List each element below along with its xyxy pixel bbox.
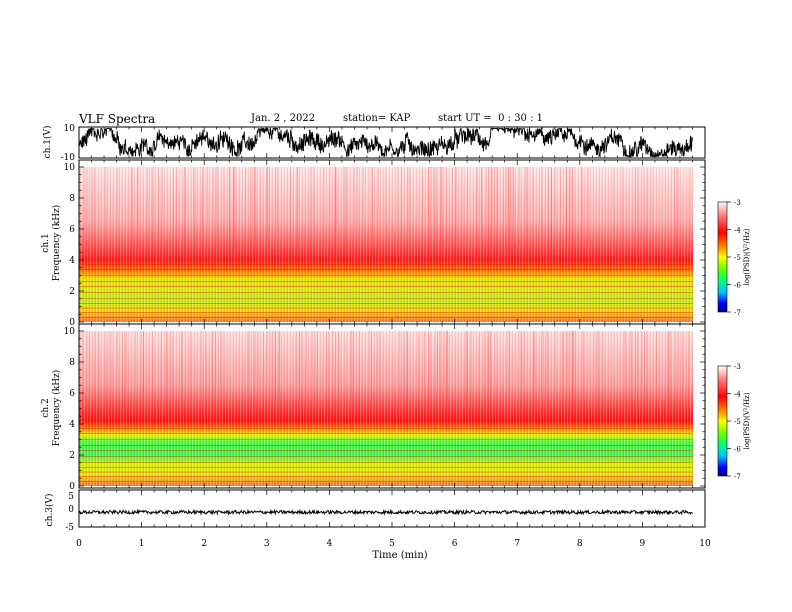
wave1-ytick-bottom: -10 xyxy=(61,153,76,163)
y-tick-label: 10 xyxy=(64,327,76,337)
y-tick-label: 4 xyxy=(69,256,75,266)
spec2-ylabel-channel: ch.2 xyxy=(41,398,51,417)
y-tick-label: 8 xyxy=(69,194,75,204)
y-tick-label: 2 xyxy=(69,287,75,297)
x-tick-label: 2 xyxy=(201,539,207,549)
waveform-ch3-series xyxy=(78,508,693,516)
colorbar-tick-label: -5 xyxy=(734,418,741,426)
y-tick-label: 6 xyxy=(69,389,75,399)
colorbar-tick-label: -5 xyxy=(734,254,741,262)
colorbar-tick-label: -7 xyxy=(734,309,741,317)
x-tick-label: 10 xyxy=(699,539,711,549)
wave3-xticks xyxy=(78,490,706,527)
spec1-ylabel: Frequency (kHz) xyxy=(51,205,62,282)
x-tick-label: 7 xyxy=(514,539,520,549)
colorbar-tick-label: -4 xyxy=(734,391,741,399)
spectrogram-ch2-harmonics xyxy=(79,331,693,482)
wave1-ytick-top: 10 xyxy=(64,124,76,134)
y-tick-label: 8 xyxy=(69,358,75,368)
colorbar-ch1 xyxy=(717,201,728,313)
wave3-ytick-5: 5 xyxy=(68,492,74,502)
waveform-ch1-series xyxy=(78,126,693,158)
x-tick-label: 5 xyxy=(389,539,395,549)
wave3-ytick-neg5: -5 xyxy=(65,523,74,533)
waveform-ch3-panel: 5 0 -5 ch.3(V) 0 1 2 3 4 5 6 7 8 9 10 Time (min) xyxy=(44,489,711,561)
station-label: station= KAP xyxy=(343,113,411,124)
y-tick-label: 6 xyxy=(69,225,75,235)
x-tick-label: 3 xyxy=(264,539,270,549)
spec2-xticks xyxy=(78,324,706,488)
date-label: Jan. 2 , 2022 xyxy=(251,113,316,124)
colorbar-ch2 xyxy=(717,365,728,477)
wave1-ylabel: ch.1(V) xyxy=(42,126,53,159)
y-tick-label: 10 xyxy=(64,163,76,173)
colorbar-tick-label: -6 xyxy=(734,282,741,290)
y-tick-label: 0 xyxy=(69,318,75,328)
waveform-ch1-panel: 10 -10 ch.1(V) xyxy=(42,124,706,163)
x-axis-label: Time (min) xyxy=(372,550,427,561)
colorbar-tick-label: -6 xyxy=(734,446,741,454)
spec2-ylabel: Frequency (kHz) xyxy=(51,370,62,447)
x-tick-label: 0 xyxy=(76,539,82,549)
spec1-ylabel-channel: ch.1 xyxy=(41,233,51,252)
colorbar-ch1-label: log(PSD)(V²/Hz) xyxy=(743,228,751,285)
spec1-yticks: 0 2 4 6 8 10 xyxy=(64,163,705,328)
colorbar-tick-label: -4 xyxy=(734,227,741,235)
y-tick-label: 4 xyxy=(69,420,75,430)
x-tick-label: 9 xyxy=(640,539,646,549)
figure-title: VLF Spectra xyxy=(79,112,156,126)
spectrogram-ch1-harmonics xyxy=(79,167,693,318)
x-tick-labels: 0 1 2 3 4 5 6 7 8 9 10 xyxy=(76,539,711,549)
spec2-yticks: 0 2 4 6 8 10 xyxy=(64,327,705,492)
colorbar-ch1-ticks: -3 -4 -5 -6 -7 xyxy=(727,199,741,317)
y-tick-label: 0 xyxy=(69,482,75,492)
colorbar-tick-label: -3 xyxy=(734,363,741,371)
colorbar-ch2-label: log(PSD)(V²/Hz) xyxy=(743,392,751,449)
x-tick-label: 8 xyxy=(577,539,583,549)
x-tick-label: 1 xyxy=(139,539,145,549)
x-tick-label: 4 xyxy=(327,539,333,549)
wave3-ytick-0: 0 xyxy=(68,505,74,515)
colorbar-tick-label: -7 xyxy=(734,473,741,481)
start-time-label: start UT = 0 : 30 : 1 xyxy=(438,113,544,124)
colorbar-ch2-ticks: -3 -4 -5 -6 -7 xyxy=(727,363,741,481)
wave3-ylabel: ch.3(V) xyxy=(44,494,55,527)
wave1-xticks xyxy=(78,127,706,158)
colorbar-tick-label: -3 xyxy=(734,199,741,207)
y-tick-label: 2 xyxy=(69,451,75,461)
x-tick-label: 6 xyxy=(452,539,458,549)
